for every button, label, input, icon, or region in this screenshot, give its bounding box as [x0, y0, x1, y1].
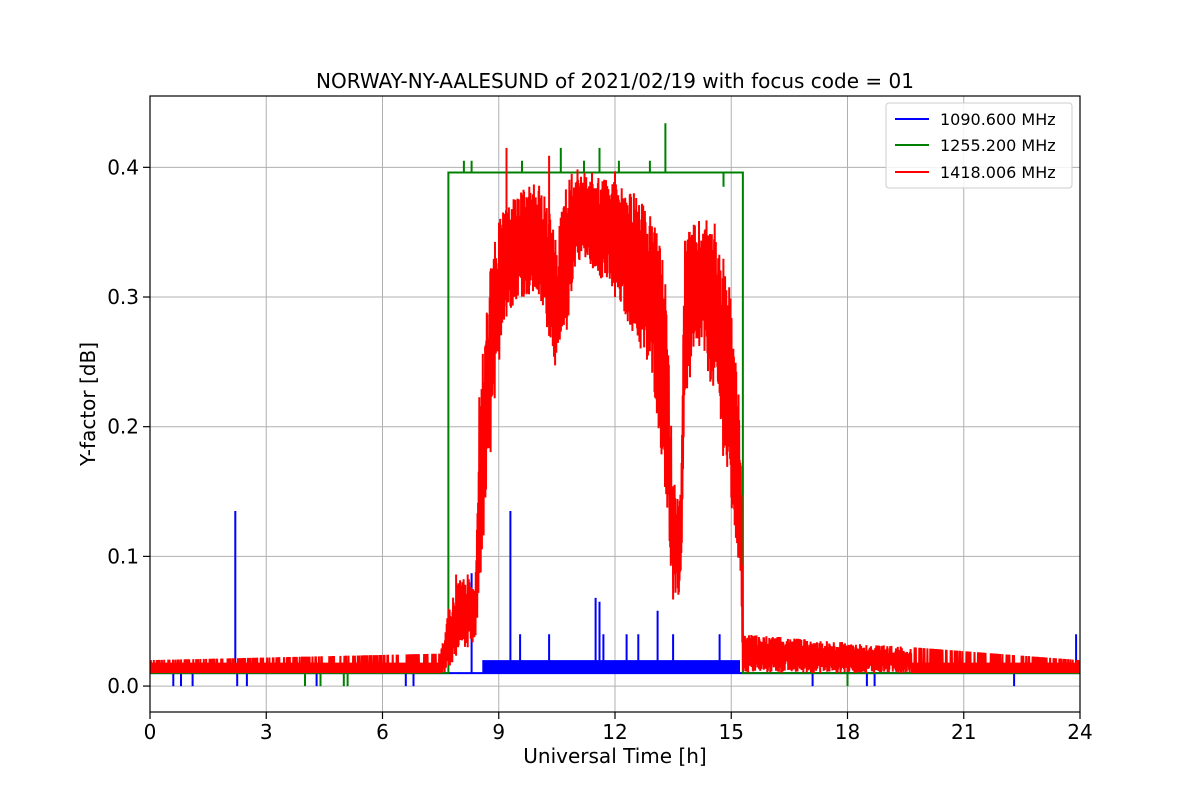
- x-tick-label: 12: [602, 720, 627, 744]
- series-line-1255: [150, 123, 1080, 687]
- y-axis-label: Y-factor [dB]: [76, 342, 100, 467]
- series-line-1418: [150, 147, 1080, 674]
- legend-label-1418: 1418.006 MHz: [940, 163, 1056, 182]
- series-line-1090: [150, 511, 1080, 687]
- x-tick-label: 0: [144, 720, 157, 744]
- x-tick-label: 9: [492, 720, 505, 744]
- axis-ticks: 0 3 6 9 12 15 18 21 24 0.0 0.1 0.2 0.3 0.4: [107, 155, 1093, 744]
- x-tick-label: 3: [260, 720, 273, 744]
- y-tick-label: 0.1: [107, 544, 139, 568]
- y-tick-label: 0.0: [107, 674, 139, 698]
- y-tick-label: 0.3: [107, 285, 139, 309]
- chart-title: NORWAY-NY-AALESUND of 2021/02/19 with fo…: [316, 69, 914, 93]
- x-tick-label: 6: [376, 720, 389, 744]
- legend-box: [885, 102, 1073, 189]
- y-tick-label: 0.2: [107, 415, 139, 439]
- x-tick-label: 15: [719, 720, 744, 744]
- x-axis-label: Universal Time [h]: [523, 744, 706, 768]
- x-tick-label: 18: [835, 720, 860, 744]
- series-layer: [150, 123, 1080, 687]
- x-tick-label: 24: [1067, 720, 1092, 744]
- x-tick-label: 21: [951, 720, 976, 744]
- y-tick-label: 0.4: [107, 155, 139, 179]
- legend: 1090.600 MHz 1255.200 MHz 1418.006 MHz: [885, 102, 1073, 189]
- legend-label-1255: 1255.200 MHz: [940, 136, 1056, 155]
- legend-label-1090: 1090.600 MHz: [940, 110, 1056, 129]
